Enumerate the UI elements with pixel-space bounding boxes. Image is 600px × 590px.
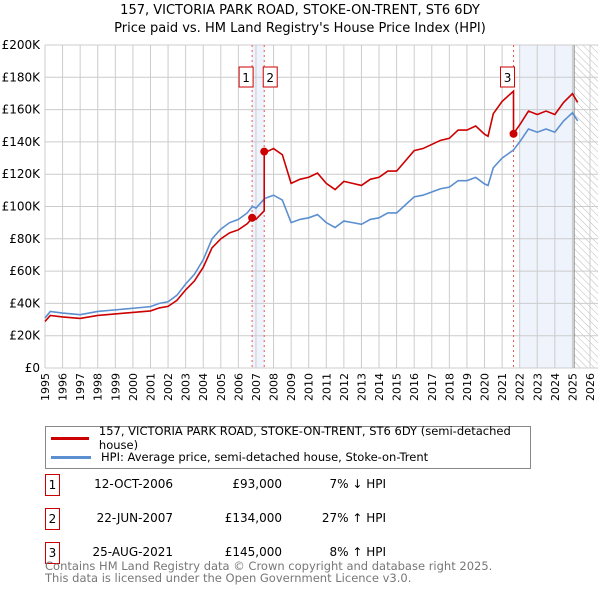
sale-point <box>248 213 257 222</box>
x-tick-label: 2025 <box>566 373 579 401</box>
x-tick-label: 2010 <box>303 373 316 401</box>
y-tick-label: £160K <box>2 103 42 117</box>
sale-price: £145,000 <box>224 545 282 559</box>
x-tick-label: 2002 <box>162 373 175 401</box>
y-tick-label: £180K <box>2 70 42 84</box>
footer-licence: This data is licensed under the Open Gov… <box>45 571 412 585</box>
legend-item-hpi: HPI: Average price, semi-detached house,… <box>51 448 428 466</box>
x-tick-label: 2000 <box>127 373 140 401</box>
x-tick-label: 2012 <box>338 373 351 401</box>
x-tick-label: 2009 <box>285 373 298 401</box>
x-tick-label: 2013 <box>355 373 368 401</box>
sale-marker-box <box>500 66 516 88</box>
x-tick-label: 2006 <box>232 373 245 401</box>
sale-point <box>509 129 518 138</box>
sale-hpi-diff: 27% ↑ HPI <box>321 511 386 525</box>
sale-marker-box: 2 <box>45 508 60 530</box>
price-chart: 1995 1996 1997 1998 1999 2000 2001 2002 2003 2004… <box>2 38 598 401</box>
sale-marker-label: 1 <box>242 71 250 85</box>
x-tick-label: 2004 <box>197 373 210 401</box>
sale-price: £134,000 <box>224 511 282 525</box>
x-tick-label: 2026 <box>584 373 597 401</box>
x-tick-label: 2024 <box>549 373 562 401</box>
sale-price: £93,000 <box>232 477 282 491</box>
y-tick-label: £140K <box>2 135 42 149</box>
hpi-line <box>44 111 579 319</box>
legend: 157, VICTORIA PARK ROAD, STOKE-ON-TRENT,… <box>45 424 531 469</box>
x-tick-label: 2007 <box>250 373 263 401</box>
x-tick-label: 2021 <box>496 373 509 401</box>
sale-marker-box <box>238 66 254 88</box>
sale-hpi-diff: 7% ↓ HPI <box>329 477 386 491</box>
x-tick-label: 1998 <box>92 373 105 401</box>
legend-swatch-red <box>51 436 89 440</box>
property-price-line <box>44 89 579 322</box>
x-tick-label: 2016 <box>408 373 421 401</box>
x-tick-label: 1999 <box>109 373 122 401</box>
sale-date: 12-OCT-2006 <box>94 477 173 491</box>
y-tick-label: £80K <box>9 232 41 246</box>
y-tick-label: £40K <box>9 296 41 310</box>
x-tick-label: 1997 <box>74 373 87 401</box>
x-tick-label: 2019 <box>461 373 474 401</box>
sale-date: 25-AUG-2021 <box>92 545 174 559</box>
y-tick-label: £20K <box>9 329 41 343</box>
x-tick-label: 2014 <box>373 373 386 401</box>
legend-label: HPI: Average price, semi-detached house,… <box>101 450 429 464</box>
x-tick-label: 1996 <box>57 373 70 401</box>
chart-subtitle: Price paid vs. HM Land Registry's House … <box>114 21 486 36</box>
sale-hpi-diff: 8% ↑ HPI <box>329 545 386 559</box>
chart-title: 157, VICTORIA PARK ROAD, STOKE-ON-TRENT,… <box>120 3 480 18</box>
x-tick-label: 2011 <box>320 373 333 401</box>
y-tick-label: £60K <box>9 264 41 278</box>
x-tick-label: 2017 <box>426 373 439 401</box>
x-tick-label: 2005 <box>215 373 228 401</box>
x-tick-label: 2015 <box>391 373 404 401</box>
x-tick-label: 2008 <box>268 373 281 401</box>
sale-marker-label: 2 <box>266 71 274 85</box>
y-tick-label: £120K <box>2 167 42 181</box>
x-tick-label: 2020 <box>479 373 492 401</box>
x-tick-label: 2018 <box>443 373 456 401</box>
x-tick-label: 2001 <box>144 373 157 401</box>
y-tick-label: £200K <box>2 38 42 52</box>
y-tick-label: £0 <box>25 361 40 375</box>
legend-item-property: 157, VICTORIA PARK ROAD, STOKE-ON-TRENT,… <box>51 424 530 452</box>
sale-marker-label: 3 <box>504 71 512 85</box>
sale-row: 1 12-OCT-2006 £93,000 7% ↓ HPI <box>45 474 386 496</box>
sale-row: 3 25-AUG-2021 £145,000 8% ↑ HPI <box>45 542 386 564</box>
legend-swatch-blue <box>51 455 91 459</box>
sale-marker-box: 3 <box>45 542 60 564</box>
x-tick-label: 2003 <box>180 373 193 401</box>
legend-label: 157, VICTORIA PARK ROAD, STOKE-ON-TRENT,… <box>98 424 511 452</box>
x-tick-label: 1995 <box>39 373 52 401</box>
x-tick-label: 2023 <box>531 373 544 401</box>
sale-point <box>260 147 269 156</box>
sale-marker-box <box>262 66 278 88</box>
footer-copyright: Contains HM Land Registry data © Crown c… <box>45 559 493 573</box>
sale-row: 2 22-JUN-2007 £134,000 27% ↑ HPI <box>45 508 386 530</box>
x-tick-label: 2022 <box>514 373 527 401</box>
y-tick-label: £100K <box>2 200 42 214</box>
sale-marker-box: 1 <box>45 474 60 496</box>
sale-date: 22-JUN-2007 <box>96 511 173 525</box>
